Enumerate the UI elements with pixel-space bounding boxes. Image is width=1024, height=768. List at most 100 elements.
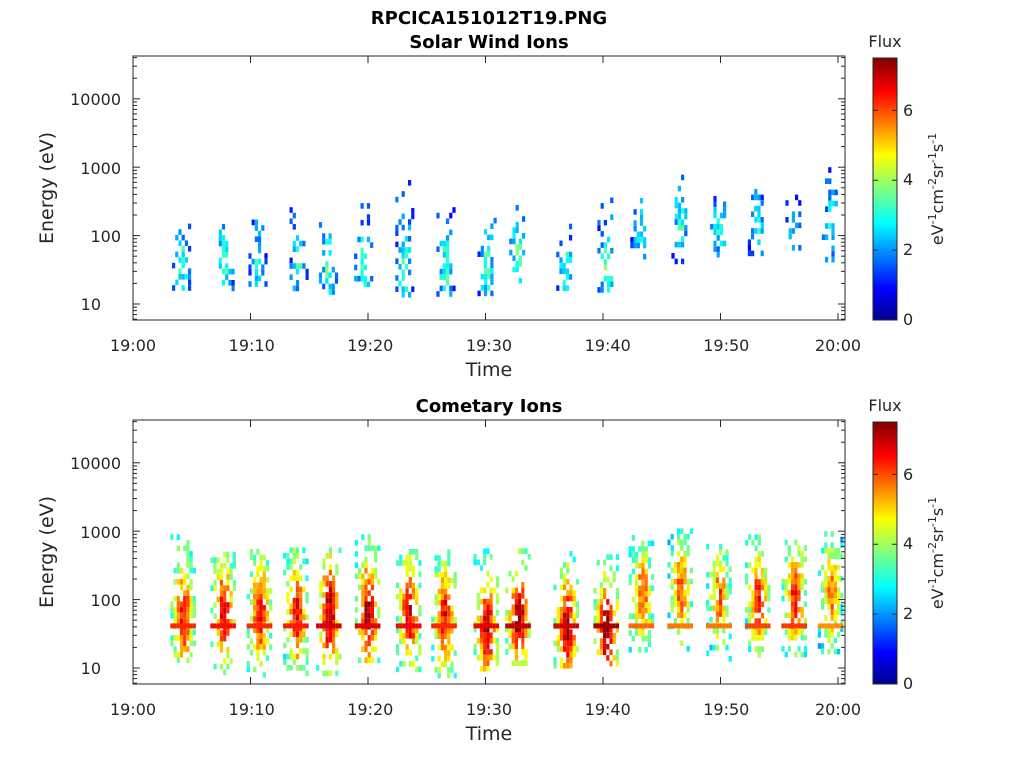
flux-cell — [188, 268, 192, 274]
flux-cell — [651, 540, 655, 547]
flux-cell — [440, 616, 444, 623]
flux-cell — [492, 615, 496, 622]
flux-band-cell — [361, 623, 365, 629]
flux-cell — [483, 285, 488, 291]
flux-cell — [757, 618, 761, 624]
flux-cell — [837, 553, 841, 560]
flux-cell — [572, 595, 576, 602]
flux-cell — [446, 240, 450, 247]
flux-cell — [490, 273, 494, 280]
flux-cell — [374, 601, 378, 608]
flux-cell — [670, 601, 674, 607]
flux-cell — [559, 607, 563, 613]
flux-cell — [757, 595, 761, 602]
flux-cell — [360, 203, 364, 209]
flux-cell — [325, 272, 329, 279]
flux-cell — [641, 585, 645, 591]
flux-cell — [565, 268, 569, 275]
flux-cell — [635, 613, 639, 619]
flux-cell — [223, 658, 227, 664]
flux-cell — [728, 588, 732, 595]
flux-cell — [331, 266, 335, 273]
flux-cell — [566, 579, 570, 585]
flux-cell — [514, 660, 518, 666]
flux-cell — [399, 638, 403, 645]
flux-cell — [366, 214, 371, 220]
flux-cell — [803, 545, 807, 551]
flux-cell — [367, 618, 371, 624]
flux-cell — [785, 217, 789, 223]
flux-cell — [728, 583, 732, 589]
flux-cell — [638, 607, 642, 614]
flux-cell — [827, 648, 831, 655]
flux-cell — [600, 231, 604, 237]
solar-wind-spectrogram — [172, 167, 838, 298]
flux-cell — [521, 587, 525, 594]
flux-cell — [512, 238, 516, 245]
flux-cell — [716, 218, 720, 224]
flux-cell — [401, 286, 405, 292]
flux-cell — [677, 629, 681, 635]
flux-band-cell — [767, 623, 771, 629]
flux-cell — [408, 610, 412, 617]
flux-cell — [322, 614, 326, 621]
flux-cell — [229, 591, 233, 597]
flux-cell — [800, 629, 804, 635]
flux-cell — [524, 610, 528, 616]
flux-cell — [223, 613, 227, 619]
flux-cell — [791, 590, 795, 596]
flux-cell — [603, 643, 607, 650]
flux-cell — [437, 627, 441, 634]
flux-cell — [716, 246, 720, 252]
flux-cell — [563, 562, 567, 568]
flux-cell — [788, 233, 792, 240]
flux-cell — [559, 663, 563, 669]
flux-cell — [319, 614, 323, 621]
flux-band-cell — [210, 623, 214, 629]
flux-cell — [684, 208, 688, 214]
flux-cell — [518, 548, 522, 554]
flux-cell — [603, 247, 607, 254]
flux-cell — [367, 640, 371, 647]
flux-cell — [677, 601, 681, 607]
flux-cell — [787, 612, 791, 619]
flux-cell — [495, 643, 500, 650]
flux-cell — [833, 576, 837, 582]
flux-cell — [615, 593, 619, 600]
flux-cell — [479, 654, 484, 661]
flux-cell — [606, 610, 610, 616]
flux-cell — [803, 601, 807, 607]
flux-cell — [643, 225, 647, 232]
flux-cell — [684, 230, 688, 237]
flux-cell — [518, 626, 522, 633]
flux-cell — [760, 217, 764, 223]
flux-cell — [246, 644, 250, 650]
flux-cell — [757, 239, 761, 245]
flux-band-cell — [527, 623, 531, 629]
flux-cell — [328, 581, 332, 587]
flux-cell — [509, 238, 513, 245]
flux-band-cell — [784, 623, 788, 629]
flux-cell — [760, 250, 764, 257]
flux-cell — [722, 588, 726, 595]
flux-band-cell — [722, 623, 726, 629]
flux-cell — [489, 576, 493, 582]
flux-cell — [748, 562, 752, 568]
flux-cell — [483, 604, 487, 610]
flux-cell — [667, 573, 671, 579]
solar-wind-colorbar-title: Flux — [868, 32, 901, 51]
flux-cell — [415, 593, 419, 600]
flux-cell — [716, 251, 720, 258]
flux-cell — [566, 567, 570, 574]
flux-band-cell — [322, 623, 326, 629]
flux-cell — [764, 573, 768, 580]
flux-cell — [791, 634, 795, 641]
flux-cell — [476, 654, 480, 661]
flux-cell — [295, 268, 300, 275]
flux-cell — [757, 205, 761, 212]
flux-cell — [572, 590, 576, 596]
flux-band-cell — [325, 623, 329, 629]
flux-cell — [569, 663, 573, 669]
flux-cell — [563, 601, 567, 607]
flux-cell — [476, 593, 480, 599]
